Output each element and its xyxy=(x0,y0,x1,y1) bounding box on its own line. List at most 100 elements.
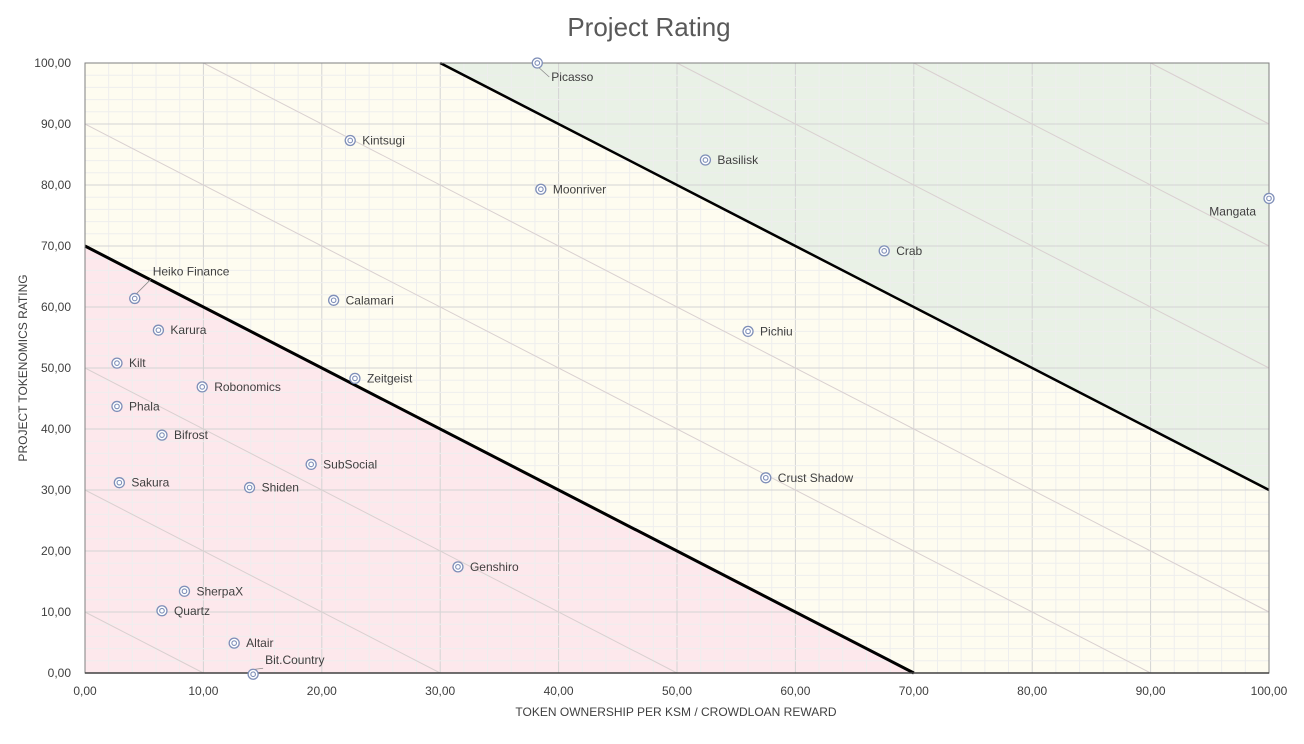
point-label-leader xyxy=(539,67,550,78)
x-tick-label: 70,00 xyxy=(899,684,929,698)
data-point-robonomics: Robonomics xyxy=(196,380,281,394)
point-marker xyxy=(228,637,240,649)
point-marker xyxy=(111,357,123,369)
point-label: Quartz xyxy=(174,604,210,618)
data-point-sakura: Sakura xyxy=(113,476,170,490)
x-tick-label: 50,00 xyxy=(662,684,692,698)
point-marker xyxy=(156,605,168,617)
x-tick-label: 100,00 xyxy=(1251,684,1288,698)
point-label: Bifrost xyxy=(174,428,209,442)
data-point-phala: Phala xyxy=(111,399,160,413)
data-point-quartz: Quartz xyxy=(156,604,210,618)
x-tick-label: 20,00 xyxy=(307,684,337,698)
diagonal-guide-line xyxy=(84,367,678,674)
point-marker-inner xyxy=(231,640,238,646)
point-marker-inner xyxy=(114,403,120,410)
data-point-crust-shadow: Crust Shadow xyxy=(760,471,854,485)
data-points: Picasso Kintsugi Basilisk Moonriver Mangata C… xyxy=(111,57,1275,680)
x-tick-label: 0,00 xyxy=(73,684,97,698)
x-tick-label: 80,00 xyxy=(1017,684,1047,698)
y-tick-label: 100,00 xyxy=(34,56,71,70)
point-marker xyxy=(178,585,191,597)
y-tick-label: 10,00 xyxy=(41,605,71,619)
diagonal-guide-line xyxy=(913,62,1270,247)
y-tick-label: 0,00 xyxy=(48,666,72,680)
point-label: Genshiro xyxy=(470,560,519,574)
high-zone-boundary-line xyxy=(439,61,1270,492)
point-marker-inner xyxy=(116,479,123,486)
data-point-picasso: Picasso xyxy=(531,57,594,84)
diagonal-guide-line xyxy=(676,62,1270,369)
data-point-zeitgeist: Zeitgeist xyxy=(349,371,413,385)
point-marker xyxy=(129,292,141,305)
point-label: Crust Shadow xyxy=(778,471,854,485)
point-marker-inner xyxy=(537,186,544,193)
point-label: Mangata xyxy=(1209,204,1256,218)
point-marker-inner xyxy=(330,297,337,304)
x-tick-label: 90,00 xyxy=(1136,684,1166,698)
point-marker xyxy=(344,134,356,147)
data-point-calamari: Calamari xyxy=(327,293,394,307)
point-marker-inner xyxy=(250,671,256,678)
point-label: Kilt xyxy=(129,356,146,370)
axes xyxy=(84,62,1270,674)
x-tick-label: 10,00 xyxy=(188,684,218,698)
point-label: Calamari xyxy=(346,293,394,307)
point-label: Zeitgeist xyxy=(367,371,413,385)
point-marker xyxy=(699,154,712,166)
y-tick-label: 90,00 xyxy=(41,117,71,131)
chart-title: Project Rating xyxy=(567,12,730,42)
point-label: Shiden xyxy=(262,481,299,495)
point-marker xyxy=(531,57,543,69)
point-marker-inner xyxy=(308,461,314,468)
point-marker xyxy=(327,294,340,306)
point-marker xyxy=(152,324,165,336)
diagonal-guide-line xyxy=(1150,62,1270,125)
point-marker xyxy=(349,372,361,385)
x-tick-label: 40,00 xyxy=(544,684,574,698)
diagonal-guide-line xyxy=(84,611,204,674)
x-tick-label: 30,00 xyxy=(425,684,455,698)
point-marker-inner xyxy=(159,607,165,614)
point-label: SubSocial xyxy=(323,457,377,471)
gridlines xyxy=(84,62,1270,674)
data-point-bifrost: Bifrost xyxy=(156,428,209,442)
point-marker-inner xyxy=(131,295,138,302)
diagonal-guide-line xyxy=(203,62,1270,613)
diagonal-guide-line xyxy=(84,123,1151,674)
point-label: Pichiu xyxy=(760,324,793,338)
y-tick-label: 40,00 xyxy=(41,422,71,436)
point-label: Phala xyxy=(129,399,160,413)
data-point-crab: Crab xyxy=(878,244,923,258)
point-label: Robonomics xyxy=(214,380,281,394)
point-marker-inner xyxy=(702,157,709,163)
data-point-subsocial: SubSocial xyxy=(305,457,377,471)
point-marker-inner xyxy=(762,474,769,481)
point-label: Sakura xyxy=(131,476,169,490)
point-label-leader xyxy=(255,667,264,670)
y-tick-label: 80,00 xyxy=(41,178,71,192)
point-label: Karura xyxy=(170,323,206,337)
point-marker xyxy=(247,668,259,680)
point-marker xyxy=(156,429,168,441)
data-point-karura: Karura xyxy=(152,323,207,337)
point-marker xyxy=(452,561,464,573)
data-point-sherpax: SherpaX xyxy=(178,584,243,598)
point-marker xyxy=(305,458,317,471)
point-marker xyxy=(535,183,547,195)
point-marker-inner xyxy=(881,248,888,254)
point-marker-inner xyxy=(159,432,165,438)
data-point-moonriver: Moonriver xyxy=(535,182,606,196)
point-marker xyxy=(111,400,123,413)
y-tick-label: 50,00 xyxy=(41,361,71,375)
point-marker-inner xyxy=(246,484,253,491)
point-marker xyxy=(196,381,208,393)
data-point-kintsugi: Kintsugi xyxy=(344,133,405,147)
zone-boundary-lines xyxy=(84,61,1270,675)
point-marker-inner xyxy=(1266,195,1272,202)
y-tick-label: 70,00 xyxy=(41,239,71,253)
point-marker xyxy=(878,245,890,257)
point-label: Picasso xyxy=(551,70,593,84)
x-tick-label: 60,00 xyxy=(780,684,810,698)
